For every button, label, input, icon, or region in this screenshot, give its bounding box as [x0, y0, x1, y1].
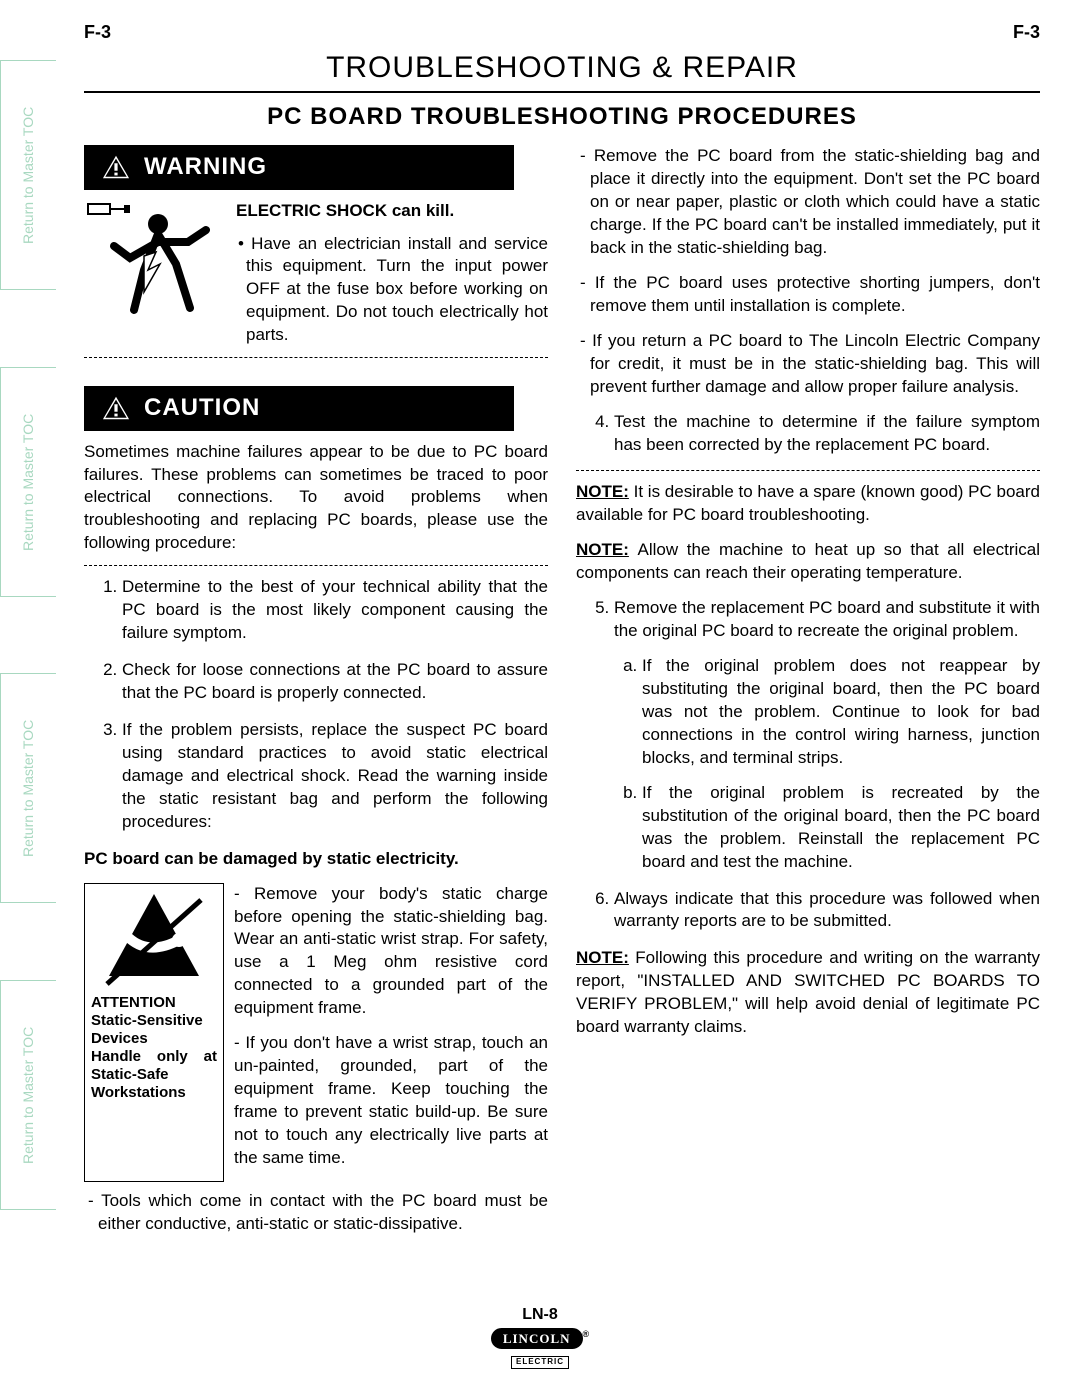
- right-p3: - If you return a PC board to The Lincol…: [576, 330, 1040, 399]
- electric-shock-icon: [84, 200, 224, 320]
- header-left: F-3: [84, 20, 111, 44]
- step-2: Check for loose connections at the PC bo…: [122, 659, 548, 705]
- caution-intro: Sometimes machine failures appear to be …: [84, 441, 548, 556]
- right-p1: - Remove the PC board from the static-sh…: [576, 145, 1040, 260]
- step-5a: If the original problem does not reappea…: [642, 655, 1040, 770]
- side-tab-1[interactable]: Return to Master TOC: [0, 60, 56, 290]
- static-attention-box: ATTENTION Static-Sensitive Devices Handl…: [84, 883, 224, 1182]
- attention-label: ATTENTION: [91, 994, 217, 1012]
- step-5b: If the original problem is recreated by …: [642, 782, 1040, 874]
- footer-code: LN-8: [0, 1304, 1080, 1326]
- esd-icon: [99, 890, 209, 990]
- divider: [84, 565, 548, 566]
- side-tab-container: Return to Master TOC Return to Master TO…: [0, 60, 56, 1210]
- left-column: WARNING ELECTRIC SHOCK can kill. • Have …: [84, 145, 548, 1248]
- lincoln-logo: LINCOLN® ELECTRIC: [0, 1328, 1080, 1371]
- step-6: Always indicate that this procedure was …: [614, 888, 1040, 934]
- side-tab-2[interactable]: Return to Master TOC: [0, 367, 56, 597]
- caution-banner-label: CAUTION: [144, 392, 260, 424]
- attention-text: Static-Sensitive Devices Handle only at …: [91, 1012, 217, 1102]
- page-title: TROUBLESHOOTING & REPAIR: [84, 48, 1040, 89]
- right-column: - Remove the PC board from the static-sh…: [576, 145, 1040, 1248]
- note-2: NOTE: Allow the machine to heat up so th…: [576, 539, 1040, 585]
- procedure-list-right-5: Remove the replacement PC board and subs…: [576, 597, 1040, 933]
- static-p2: - If you don't have a wrist strap, touch…: [234, 1032, 548, 1170]
- warning-body: Have an electrician install and service …: [246, 234, 548, 345]
- static-p1: - Remove your body's static charge befor…: [234, 883, 548, 1021]
- header-row: F-3 F-3: [84, 20, 1040, 44]
- warning-triangle-icon: [102, 154, 130, 180]
- procedure-list-left: Determine to the best of your technical …: [84, 576, 548, 833]
- page-subtitle: PC BOARD TROUBLESHOOTING PROCEDURES: [84, 101, 1040, 133]
- title-rule: [84, 91, 1040, 93]
- header-right: F-3: [1013, 20, 1040, 44]
- step-4: Test the machine to determine if the fai…: [614, 411, 1040, 457]
- step-1: Determine to the best of your technical …: [122, 576, 548, 645]
- static-heading: PC board can be damaged by static electr…: [84, 848, 548, 871]
- page-footer: LN-8 LINCOLN® ELECTRIC: [0, 1304, 1080, 1371]
- right-p2: - If the PC board uses protective shorti…: [576, 272, 1040, 318]
- warning-heading: ELECTRIC SHOCK can kill.: [236, 200, 548, 223]
- warning-banner: WARNING: [84, 145, 514, 189]
- divider: [576, 470, 1040, 471]
- caution-banner: CAUTION: [84, 386, 514, 430]
- warning-banner-label: WARNING: [144, 151, 267, 183]
- step-3: If the problem persists, replace the sus…: [122, 719, 548, 834]
- step-5: Remove the replacement PC board and subs…: [614, 597, 1040, 873]
- procedure-list-right-4: Test the machine to determine if the fai…: [576, 411, 1040, 457]
- note-3: NOTE: Following this procedure and writi…: [576, 947, 1040, 1039]
- page-body: F-3 F-3 TROUBLESHOOTING & REPAIR PC BOAR…: [84, 20, 1040, 1248]
- divider: [84, 357, 548, 358]
- caution-triangle-icon: [102, 395, 130, 421]
- side-tab-4[interactable]: Return to Master TOC: [0, 980, 56, 1210]
- note-1: NOTE: It is desirable to have a spare (k…: [576, 481, 1040, 527]
- side-tab-3[interactable]: Return to Master TOC: [0, 673, 56, 903]
- static-p3: - Tools which come in contact with the P…: [84, 1190, 548, 1236]
